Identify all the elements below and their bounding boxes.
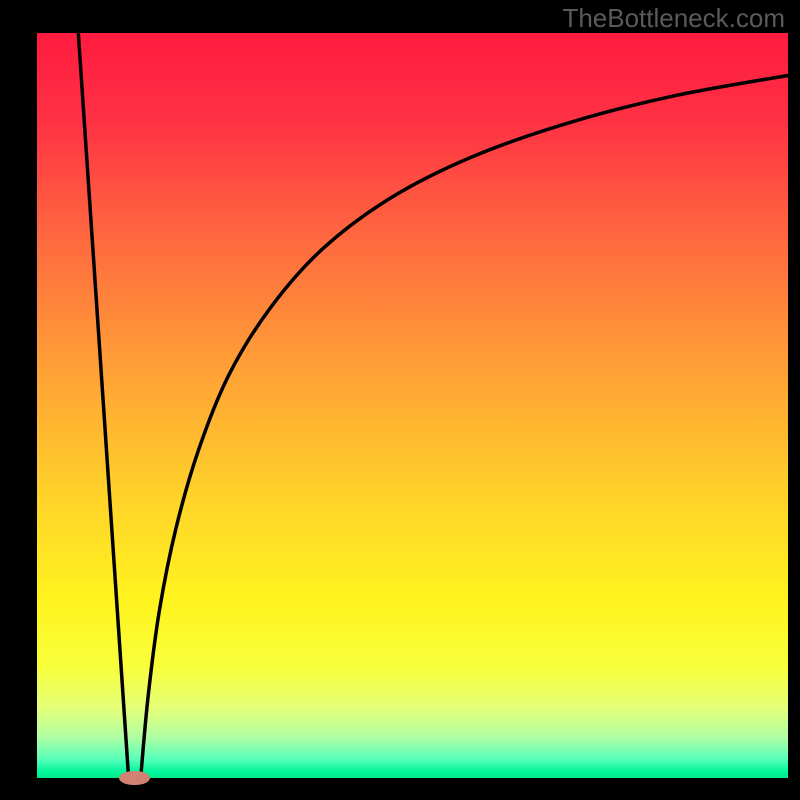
curves-layer [37,33,788,778]
watermark-label: TheBottleneck.com [562,3,785,34]
right-ascending-curve [141,75,788,778]
plot-area [37,33,788,778]
cusp-marker [119,771,151,786]
chart-container: TheBottleneck.com [0,0,800,800]
left-descending-line [78,33,128,778]
